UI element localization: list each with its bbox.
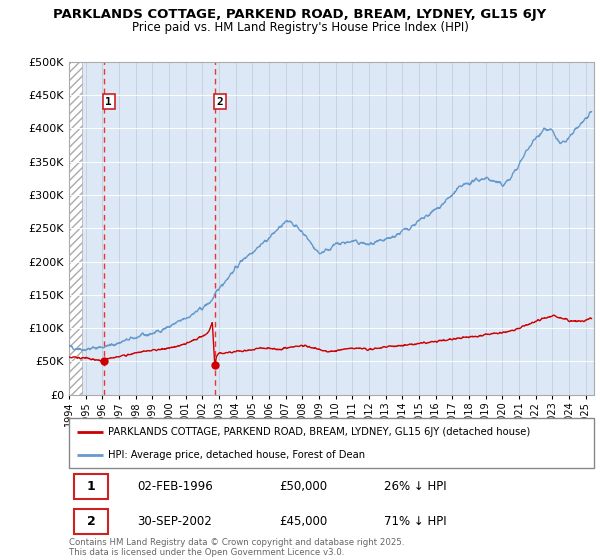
FancyBboxPatch shape <box>74 474 109 500</box>
Bar <box>69 62 82 395</box>
Text: £50,000: £50,000 <box>279 480 327 493</box>
Text: 02-FEB-1996: 02-FEB-1996 <box>137 480 213 493</box>
Text: HPI: Average price, detached house, Forest of Dean: HPI: Average price, detached house, Fore… <box>109 450 365 460</box>
Text: PARKLANDS COTTAGE, PARKEND ROAD, BREAM, LYDNEY, GL15 6JY: PARKLANDS COTTAGE, PARKEND ROAD, BREAM, … <box>53 8 547 21</box>
Text: PARKLANDS COTTAGE, PARKEND ROAD, BREAM, LYDNEY, GL15 6JY (detached house): PARKLANDS COTTAGE, PARKEND ROAD, BREAM, … <box>109 427 530 437</box>
Text: 1: 1 <box>87 480 95 493</box>
Text: Contains HM Land Registry data © Crown copyright and database right 2025.
This d: Contains HM Land Registry data © Crown c… <box>69 538 404 557</box>
Text: 26% ↓ HPI: 26% ↓ HPI <box>384 480 446 493</box>
Text: 1: 1 <box>106 96 112 106</box>
Text: £45,000: £45,000 <box>279 515 327 528</box>
Text: 2: 2 <box>87 515 95 528</box>
Text: 71% ↓ HPI: 71% ↓ HPI <box>384 515 446 528</box>
Text: 2: 2 <box>217 96 223 106</box>
Text: 30-SEP-2002: 30-SEP-2002 <box>137 515 212 528</box>
FancyBboxPatch shape <box>74 508 109 534</box>
Text: Price paid vs. HM Land Registry's House Price Index (HPI): Price paid vs. HM Land Registry's House … <box>131 21 469 34</box>
